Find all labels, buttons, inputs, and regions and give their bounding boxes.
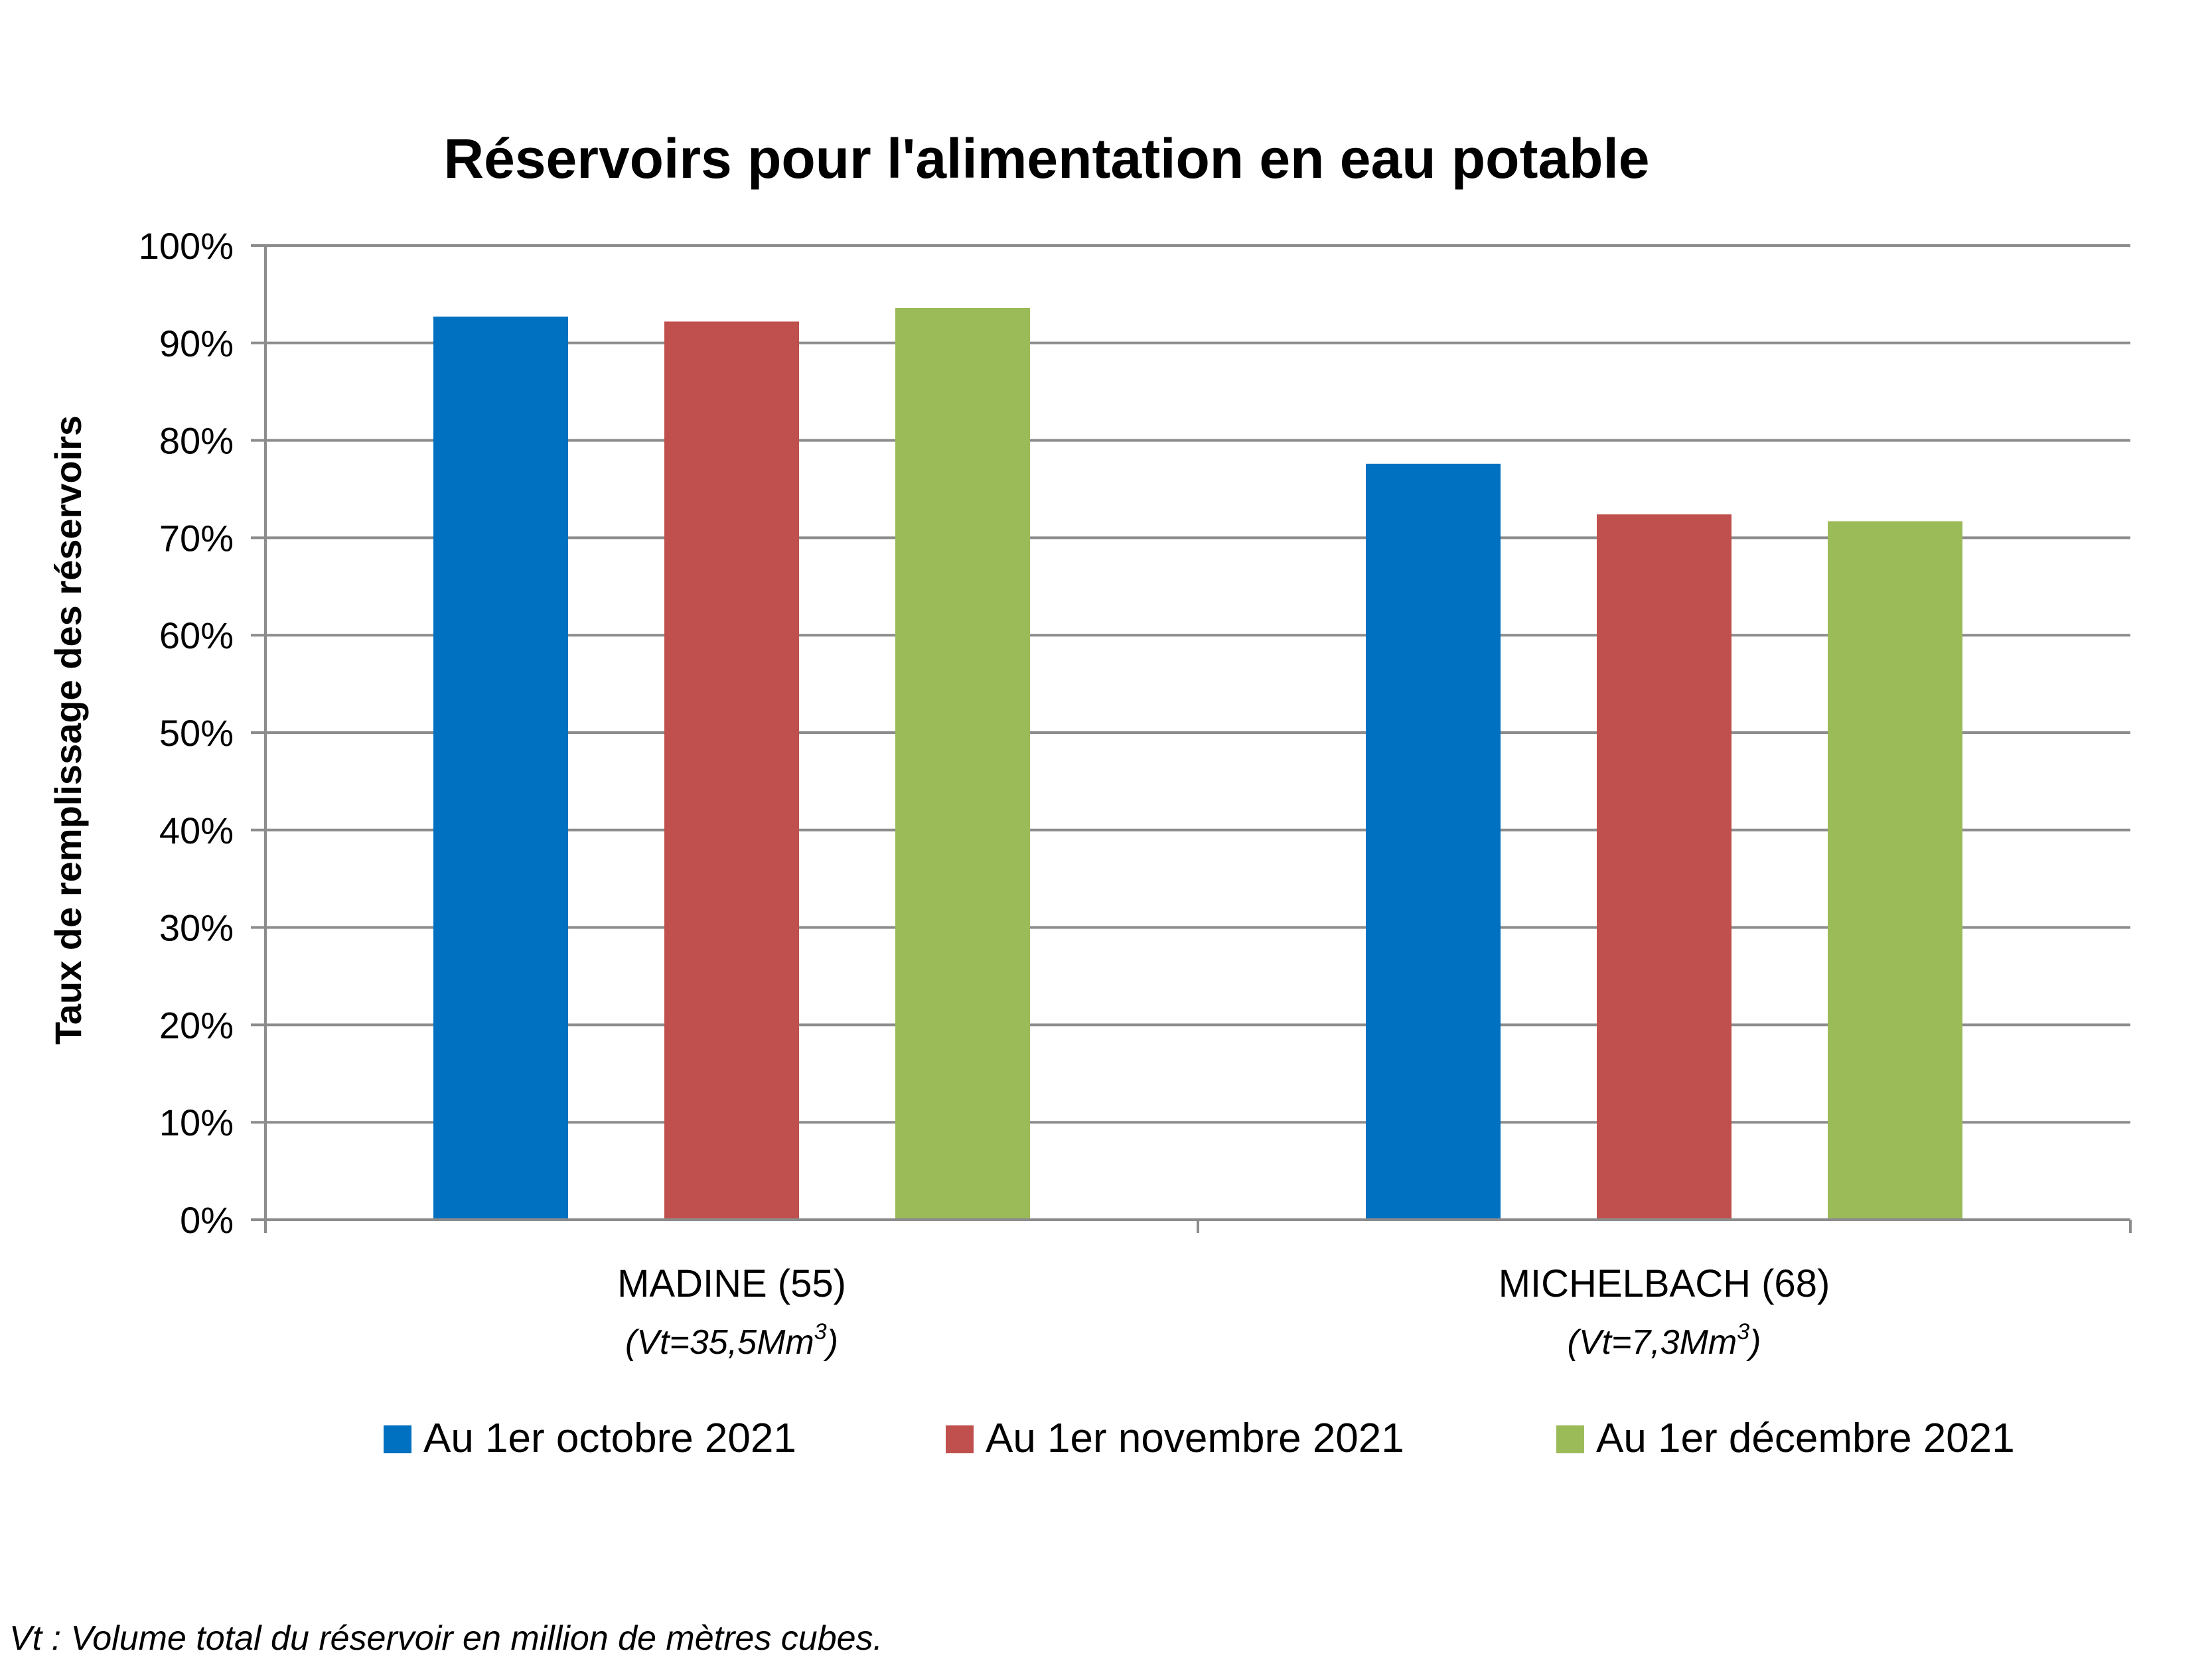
bar xyxy=(1828,521,1962,1220)
legend: Au 1er octobre 2021 Au 1er novembre 2021 A… xyxy=(384,1415,2015,1461)
y-tick-labels: 0% 10% 20% 30% 40% 50% 60% 70% 80% 90% 100% xyxy=(139,225,234,1241)
bar xyxy=(1597,514,1732,1220)
x-category-label: MADINE (55) xyxy=(617,1262,846,1305)
legend-label: Au 1er novembre 2021 xyxy=(986,1415,1404,1461)
axes xyxy=(251,244,2132,1233)
legend-swatch xyxy=(946,1425,974,1453)
x-category-volume: (Vt=35,5Mm3) xyxy=(625,1319,838,1362)
footnote: Vt : Volume total du réservoir en millio… xyxy=(9,1619,883,1658)
y-tick-label: 60% xyxy=(159,614,234,656)
y-tick-label: 30% xyxy=(159,907,234,949)
y-axis-label: Taux de remplissage des réservoirs xyxy=(47,415,89,1045)
bar xyxy=(664,321,799,1220)
chart-title: Réservoirs pour l'alimentation en eau po… xyxy=(443,127,1649,190)
y-tick-label: 90% xyxy=(159,323,234,364)
y-tick-label: 40% xyxy=(159,810,234,851)
legend-swatch xyxy=(384,1425,411,1453)
x-category-label: MICHELBACH (68) xyxy=(1499,1262,1830,1305)
y-tick-label: 50% xyxy=(159,712,234,754)
bar xyxy=(1366,463,1501,1220)
y-tick-label: 10% xyxy=(159,1102,234,1143)
y-tick-label: 100% xyxy=(139,225,234,267)
y-tick-label: 70% xyxy=(159,517,234,559)
gridlines xyxy=(265,244,2130,1124)
legend-label: Au 1er décembre 2021 xyxy=(1596,1415,2015,1461)
bars xyxy=(433,307,1962,1220)
x-category-volume: (Vt=7,3Mm3) xyxy=(1568,1319,1761,1362)
y-tick-label: 0% xyxy=(180,1199,234,1241)
legend-swatch xyxy=(1556,1425,1584,1453)
y-tick-label: 20% xyxy=(159,1004,234,1046)
y-tick-label: 80% xyxy=(159,420,234,462)
bar xyxy=(895,307,1030,1220)
x-category-labels: MADINE (55) (Vt=35,5Mm3) MICHELBACH (68) (V… xyxy=(617,1262,1830,1362)
bar xyxy=(433,317,568,1220)
legend-label: Au 1er octobre 2021 xyxy=(423,1415,796,1461)
